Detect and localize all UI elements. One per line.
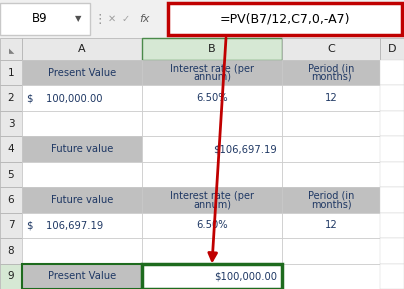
- Text: 8: 8: [8, 246, 14, 256]
- Text: 3: 3: [8, 118, 14, 129]
- Text: D: D: [388, 44, 396, 54]
- Text: Present Value: Present Value: [48, 68, 116, 78]
- Text: 9: 9: [8, 271, 14, 281]
- Text: 12: 12: [325, 93, 337, 103]
- Text: 6.50%: 6.50%: [196, 221, 228, 230]
- Text: Future value: Future value: [51, 144, 113, 154]
- Text: $106,697.19: $106,697.19: [213, 144, 277, 154]
- Text: $100,000.00: $100,000.00: [214, 271, 277, 281]
- Text: annum): annum): [193, 199, 231, 209]
- Text: Future value: Future value: [51, 195, 113, 205]
- Text: ⋮: ⋮: [94, 12, 106, 25]
- Text: C: C: [327, 44, 335, 54]
- Text: ◣: ◣: [9, 48, 15, 54]
- Text: 6.50%: 6.50%: [196, 93, 228, 103]
- Text: Interest rate (per: Interest rate (per: [170, 64, 254, 74]
- Text: months): months): [311, 199, 351, 209]
- Text: ▼: ▼: [75, 14, 81, 23]
- Text: 1: 1: [8, 68, 14, 78]
- Text: Present Value: Present Value: [48, 271, 116, 281]
- Text: 5: 5: [8, 170, 14, 179]
- Text: ✓: ✓: [122, 14, 130, 24]
- Text: Period (in: Period (in: [308, 191, 354, 201]
- Text: $    100,000.00: $ 100,000.00: [27, 93, 103, 103]
- Text: =PV(B7/12,C7,0,-A7): =PV(B7/12,C7,0,-A7): [220, 12, 350, 25]
- Text: 4: 4: [8, 144, 14, 154]
- Text: months): months): [311, 72, 351, 82]
- Text: B9: B9: [32, 12, 48, 25]
- Text: annum): annum): [193, 72, 231, 82]
- Text: B: B: [208, 44, 216, 54]
- Text: Period (in: Period (in: [308, 64, 354, 74]
- Text: 12: 12: [325, 221, 337, 230]
- Text: $    106,697.19: $ 106,697.19: [27, 221, 103, 230]
- Text: 6: 6: [8, 195, 14, 205]
- Text: Interest rate (per: Interest rate (per: [170, 191, 254, 201]
- Text: 7: 7: [8, 221, 14, 230]
- Text: A: A: [78, 44, 86, 54]
- Text: 2: 2: [8, 93, 14, 103]
- Text: ✕: ✕: [108, 14, 116, 24]
- Text: fx: fx: [139, 14, 149, 24]
